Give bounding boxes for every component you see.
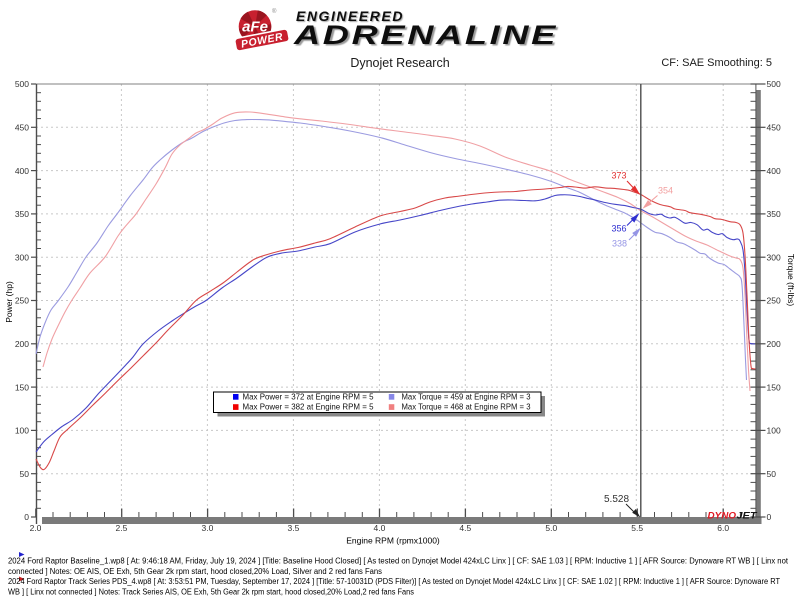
svg-text:ENGINEERED: ENGINEERED	[296, 9, 404, 24]
svg-text:150: 150	[15, 382, 29, 392]
svg-text:200: 200	[767, 339, 781, 349]
svg-text:5.528: 5.528	[604, 494, 629, 505]
svg-text:Dynojet Research: Dynojet Research	[350, 56, 449, 70]
svg-text:Max Power = 372 at Engine RPM: Max Power = 372 at Engine RPM = 5	[243, 391, 374, 401]
svg-text:2.5: 2.5	[115, 523, 127, 533]
svg-text:Power (hp): Power (hp)	[4, 281, 14, 323]
svg-text:50: 50	[20, 469, 30, 479]
svg-text:4.0: 4.0	[373, 523, 385, 533]
svg-text:6.0: 6.0	[717, 523, 729, 533]
svg-text:373: 373	[612, 170, 627, 180]
svg-text:100: 100	[15, 426, 29, 436]
svg-text:2024 Ford Raptor Baseline_1.wp: 2024 Ford Raptor Baseline_1.wp8 [ At: 9:…	[8, 557, 789, 566]
svg-text:350: 350	[15, 209, 29, 219]
svg-text:JET: JET	[737, 510, 759, 520]
svg-text:Max Power = 382 at Engine RPM: Max Power = 382 at Engine RPM = 5	[243, 402, 374, 412]
svg-text:400: 400	[15, 166, 29, 176]
svg-text:Max Torque = 459 at Engine RPM: Max Torque = 459 at Engine RPM = 3	[402, 391, 531, 401]
svg-text:2.0: 2.0	[30, 523, 42, 533]
svg-text:3.5: 3.5	[287, 523, 299, 533]
svg-text:ADRENALINE: ADRENALINE	[293, 20, 558, 50]
svg-text:50: 50	[767, 469, 777, 479]
svg-text:300: 300	[767, 252, 781, 262]
svg-text:5.5: 5.5	[631, 523, 643, 533]
svg-text:200: 200	[15, 339, 29, 349]
svg-text:100: 100	[767, 426, 781, 436]
svg-text:5.0: 5.0	[545, 523, 557, 533]
svg-text:aFe: aFe	[242, 19, 268, 36]
svg-text:500: 500	[15, 79, 29, 89]
svg-text:connected ] Notes: OE AIS, OE: connected ] Notes: OE AIS, OE Exh, 5th G…	[8, 567, 382, 576]
svg-text:338: 338	[612, 239, 627, 249]
svg-text:WB ] [ Linx not connected ] No: WB ] [ Linx not connected ] Notes: Track…	[8, 588, 414, 597]
svg-text:250: 250	[15, 296, 29, 306]
svg-text:250: 250	[767, 296, 781, 306]
svg-text:Engine RPM (rpmx1000): Engine RPM (rpmx1000)	[346, 536, 440, 546]
svg-text:CF: SAE Smoothing: 5: CF: SAE Smoothing: 5	[661, 57, 772, 69]
svg-text:0: 0	[767, 512, 772, 522]
svg-text:400: 400	[767, 166, 781, 176]
svg-text:0: 0	[24, 512, 29, 522]
svg-text:DYNO: DYNO	[708, 510, 737, 520]
svg-text:450: 450	[767, 123, 781, 133]
svg-text:2024 Ford Raptor Track Series: 2024 Ford Raptor Track Series PDS_4.wp8 …	[8, 577, 780, 586]
svg-text:500: 500	[767, 79, 781, 89]
svg-text:450: 450	[15, 123, 29, 133]
svg-text:350: 350	[767, 209, 781, 219]
svg-text:356: 356	[612, 224, 627, 234]
svg-text:Max Torque = 468 at Engine RPM: Max Torque = 468 at Engine RPM = 3	[402, 402, 531, 412]
svg-text:Torque (ft-lbs): Torque (ft-lbs)	[786, 254, 796, 307]
svg-text:4.5: 4.5	[459, 523, 471, 533]
svg-text:150: 150	[767, 382, 781, 392]
svg-text:354: 354	[658, 185, 673, 195]
svg-text:300: 300	[15, 252, 29, 262]
svg-text:®: ®	[272, 8, 277, 15]
svg-text:3.0: 3.0	[201, 523, 213, 533]
